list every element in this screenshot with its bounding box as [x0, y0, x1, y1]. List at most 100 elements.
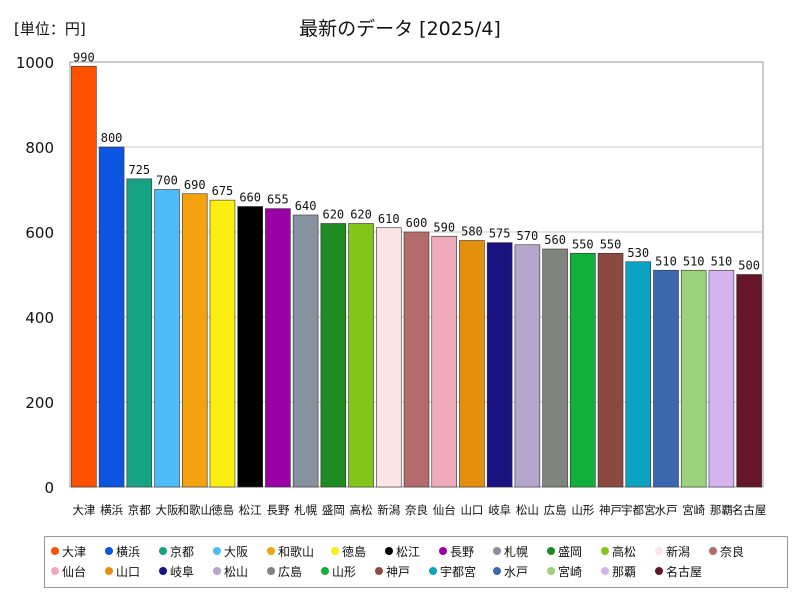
legend: 大津 横浜 京都 大阪 和歌山 徳島 松江 長野 札幌 盛岡 高松 新潟 奈良 仙台 山口 岐阜 松山 広島 山形 神…	[44, 536, 788, 588]
data-label: 655	[267, 193, 289, 207]
legend-item: 宮崎	[547, 561, 601, 581]
legend-label: 山形	[332, 564, 357, 579]
bar	[486, 242, 513, 488]
legend-item: 山形	[321, 561, 375, 581]
legend-item: 徳島	[331, 541, 385, 561]
legend-label: 横浜	[116, 544, 141, 559]
x-tick-label: 和歌山	[177, 503, 212, 517]
data-label: 550	[572, 237, 594, 251]
data-label: 510	[655, 254, 677, 268]
data-label: 620	[322, 208, 344, 222]
legend-item: 大津	[51, 541, 105, 561]
legend-marker	[105, 567, 113, 575]
bar	[98, 146, 125, 488]
legend-marker	[51, 567, 59, 575]
y-tick-label: 600	[25, 224, 54, 242]
data-label: 500	[738, 259, 760, 273]
legend-label: 奈良	[720, 544, 745, 559]
x-tick-label: 山形	[571, 503, 594, 517]
legend-marker	[493, 547, 501, 555]
bar	[403, 231, 430, 488]
legend-item: 名古屋	[655, 561, 719, 581]
legend-marker	[267, 547, 275, 555]
x-tick-label: 新潟	[377, 503, 400, 517]
y-tick-label: 0	[44, 479, 54, 497]
bar-chart: 0 200 400 600 800 1000 990 大津 800 横浜 725 京都 700 大阪 690…	[16, 50, 767, 517]
y-tick-label: 800	[25, 139, 54, 157]
data-label: 640	[295, 199, 317, 213]
legend-item: 札幌	[493, 541, 547, 561]
legend-marker	[429, 567, 437, 575]
legend-marker	[321, 567, 329, 575]
legend-label: 大阪	[224, 544, 249, 559]
legend-label: 大津	[62, 544, 87, 559]
data-label: 690	[184, 178, 206, 192]
x-tick-label: 札幌	[294, 503, 317, 517]
data-label: 600	[406, 216, 428, 230]
bar	[597, 252, 624, 488]
legend-item: 神戸	[375, 561, 429, 581]
legend-item: 松山	[213, 561, 267, 581]
data-label: 550	[600, 237, 622, 251]
legend-label: 岐阜	[170, 564, 195, 579]
x-tick-label: 大阪	[156, 503, 179, 517]
legend-marker	[159, 567, 167, 575]
x-tick-label: 宇都宮	[621, 503, 656, 517]
data-label: 510	[711, 254, 733, 268]
bar	[154, 189, 180, 488]
legend-marker	[331, 547, 339, 555]
data-label: 800	[101, 131, 123, 145]
legend-marker	[375, 567, 383, 575]
bar	[708, 269, 735, 488]
data-label: 620	[350, 208, 372, 222]
legend-label: 神戸	[386, 564, 411, 579]
legend-marker	[213, 547, 221, 555]
legend-marker	[547, 547, 555, 555]
legend-item: 新潟	[655, 541, 709, 561]
legend-marker	[493, 567, 501, 575]
x-tick-label: 岐阜	[488, 503, 511, 517]
legend-item: 横浜	[105, 541, 159, 561]
data-label: 700	[156, 174, 178, 188]
bar	[680, 269, 707, 488]
legend-item: 仙台	[51, 561, 105, 581]
bar	[459, 240, 485, 488]
x-tick-label: 松江	[239, 503, 262, 517]
legend-item: 水戸	[493, 561, 547, 581]
legend-item: 松江	[385, 541, 439, 561]
bar	[265, 208, 291, 488]
bar	[237, 206, 263, 488]
data-label: 575	[489, 227, 511, 241]
x-tick-label: 松山	[516, 503, 539, 517]
bar	[625, 261, 652, 488]
x-tick-label: 那覇	[710, 503, 733, 517]
legend-label: 広島	[278, 564, 303, 579]
legend-item: 盛岡	[547, 541, 601, 561]
legend-marker	[709, 547, 717, 555]
x-tick-label: 奈良	[405, 503, 428, 517]
legend-marker	[385, 547, 393, 555]
legend-label: 長野	[450, 544, 475, 559]
legend-marker	[267, 567, 275, 575]
data-label: 580	[461, 225, 483, 239]
legend-marker	[51, 547, 59, 555]
legend-marker	[439, 547, 447, 555]
legend-label: 山口	[116, 564, 141, 579]
legend-marker	[105, 547, 113, 555]
data-label: 675	[212, 184, 234, 198]
x-tick-label: 長野	[266, 503, 289, 517]
bar	[292, 214, 319, 488]
bar	[126, 178, 153, 488]
legend-item: 広島	[267, 561, 321, 581]
data-label: 570	[517, 229, 539, 243]
legend-marker	[601, 567, 609, 575]
legend-item: 宇都宮	[429, 561, 493, 581]
legend-item: 岐阜	[159, 561, 213, 581]
bar	[71, 65, 97, 488]
data-label: 530	[627, 246, 649, 260]
legend-label: 徳島	[342, 544, 367, 559]
data-label: 990	[73, 50, 95, 64]
y-tick-label: 1000	[16, 54, 54, 72]
legend-marker	[547, 567, 555, 575]
data-label: 610	[378, 212, 400, 226]
